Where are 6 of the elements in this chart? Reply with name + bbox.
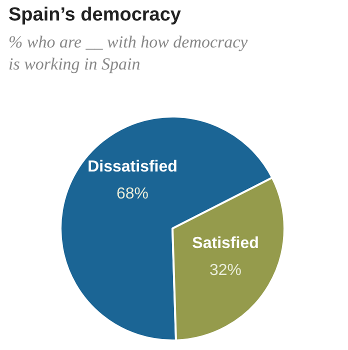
data-label: 32% bbox=[210, 262, 242, 279]
chart-title: Spain’s democracy bbox=[8, 4, 182, 26]
data-label: 68% bbox=[116, 186, 149, 202]
chart-subtitle: % who are __ with how democracy is working in Spain bbox=[8, 32, 248, 74]
slice-label: Dissatisfied bbox=[88, 158, 178, 176]
slice-label: Satisfied bbox=[192, 234, 259, 252]
